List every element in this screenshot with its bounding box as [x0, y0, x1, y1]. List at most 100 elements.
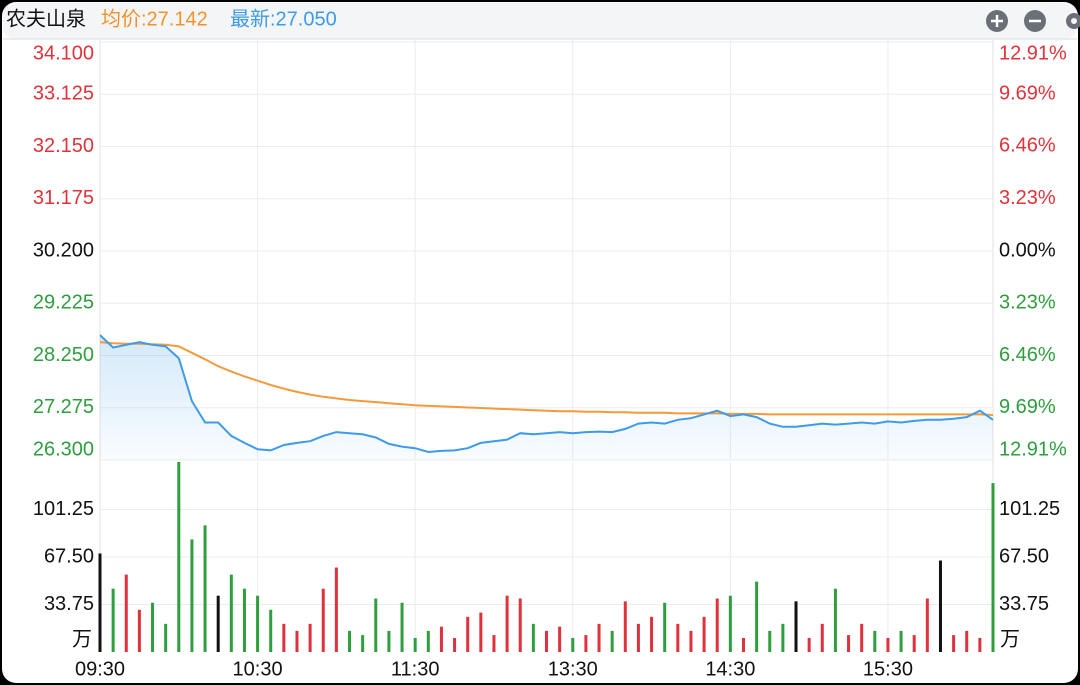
volume-bar — [229, 574, 233, 652]
volume-bar — [676, 623, 680, 652]
volume-bar — [623, 601, 627, 652]
volume-bar — [886, 637, 890, 652]
y2-tick-label: 6.46% — [999, 344, 1056, 366]
x-tick-label: 13:30 — [548, 658, 598, 680]
volume-bar — [741, 637, 745, 652]
x-tick-label: 15:30 — [863, 658, 913, 680]
volume-bar — [177, 462, 181, 652]
volume-bar — [571, 637, 575, 652]
volume-bar — [321, 588, 325, 652]
volume-bar — [965, 630, 969, 652]
stock-name: 农夫山泉 — [6, 7, 86, 30]
volume-bar — [137, 609, 141, 652]
volume-bar — [151, 602, 155, 652]
volume-bar — [413, 637, 417, 652]
volume-bar — [308, 623, 312, 652]
volume-bar — [124, 574, 128, 652]
volume-bar — [755, 581, 759, 652]
y2-tick-label: 3.23% — [999, 292, 1056, 314]
average-line — [99, 341, 994, 416]
volume-bar — [728, 595, 732, 652]
y-tick-label: 34.100 — [33, 42, 94, 64]
volume-bar — [715, 598, 719, 652]
volume-bar — [978, 637, 982, 652]
volume-bar — [98, 553, 102, 652]
y2-tick-label: 6.46% — [999, 135, 1056, 157]
volume-bar — [899, 630, 903, 652]
volume-bar — [361, 635, 365, 652]
y2-tick-label: 12.91% — [999, 438, 1067, 460]
volume-bar — [374, 598, 378, 652]
volume-bar — [203, 525, 207, 652]
volume-bar — [400, 602, 404, 652]
volume-bar — [781, 623, 785, 652]
volume-bar — [545, 630, 548, 652]
volume-bar — [768, 630, 772, 652]
x-tick-label: 14:30 — [705, 658, 755, 680]
volume-bar — [111, 588, 115, 652]
volume-bar — [597, 623, 601, 652]
volume-bar — [334, 567, 338, 652]
y2-tick-label: 101.25 — [999, 498, 1060, 520]
volume-bar — [479, 612, 483, 652]
unit-label: 万 — [1000, 628, 1020, 650]
volume-bar — [938, 560, 942, 652]
volume-bar — [242, 588, 246, 652]
y-tick-label: 28.250 — [33, 344, 94, 366]
volume-bar — [466, 616, 470, 652]
volume-bar — [269, 609, 273, 652]
price-area — [100, 335, 993, 460]
volume-bar — [833, 588, 837, 652]
volume-bar — [190, 539, 194, 652]
y-tick-label: 29.225 — [33, 292, 94, 314]
volume-bar — [426, 630, 430, 652]
volume-bar — [807, 637, 811, 652]
volume-bar — [518, 598, 522, 652]
y2-tick-label: 12.91% — [999, 42, 1067, 64]
volume-bar — [492, 635, 496, 652]
volume-bar — [505, 595, 509, 652]
volume-bar — [295, 630, 299, 652]
volume-bar — [794, 601, 798, 652]
y-tick-label: 33.125 — [33, 83, 94, 105]
volume-bar — [610, 630, 614, 652]
volume-bar — [860, 623, 864, 652]
y2-tick-label: 67.50 — [999, 545, 1049, 567]
settings-button[interactable] — [1066, 13, 1080, 29]
unit-label: 万 — [72, 628, 92, 650]
volume-bar — [952, 635, 956, 652]
volume-bar — [702, 616, 706, 652]
volume-bar — [847, 635, 851, 652]
x-tick-label: 09:30 — [75, 658, 125, 680]
y2-tick-label: 9.69% — [999, 396, 1056, 418]
volume-bar — [650, 616, 654, 652]
volume-bar — [636, 623, 640, 652]
last-price: 最新:27.050 — [230, 7, 337, 30]
volume-bar — [912, 635, 916, 652]
zoom-in-button[interactable] — [986, 10, 1008, 32]
volume-bar — [439, 626, 443, 652]
y-tick-label: 32.150 — [33, 135, 94, 157]
y-tick-label: 101.25 — [33, 498, 94, 520]
volume-bar — [584, 635, 588, 652]
price-line — [99, 334, 994, 454]
volume-bar — [453, 637, 457, 652]
header-bar — [3, 3, 1077, 39]
zoom-out-button[interactable] — [1024, 10, 1046, 32]
volume-bar — [689, 630, 693, 652]
volume-bar — [873, 630, 877, 652]
volume-bar — [531, 623, 535, 652]
volume-bar — [663, 602, 667, 652]
x-tick-label: 11:30 — [391, 658, 440, 680]
y2-tick-label: 9.69% — [999, 82, 1056, 104]
volume-bar — [820, 623, 824, 652]
volume-bar — [348, 630, 352, 652]
y-tick-label: 67.50 — [44, 545, 94, 567]
volume-bar — [164, 623, 168, 652]
volume-bar — [256, 595, 260, 652]
volume-bar — [282, 623, 286, 652]
average-price: 均价:27.142 — [101, 7, 208, 30]
y-tick-label: 30.200 — [33, 239, 94, 261]
y2-tick-label: 3.23% — [999, 187, 1056, 209]
